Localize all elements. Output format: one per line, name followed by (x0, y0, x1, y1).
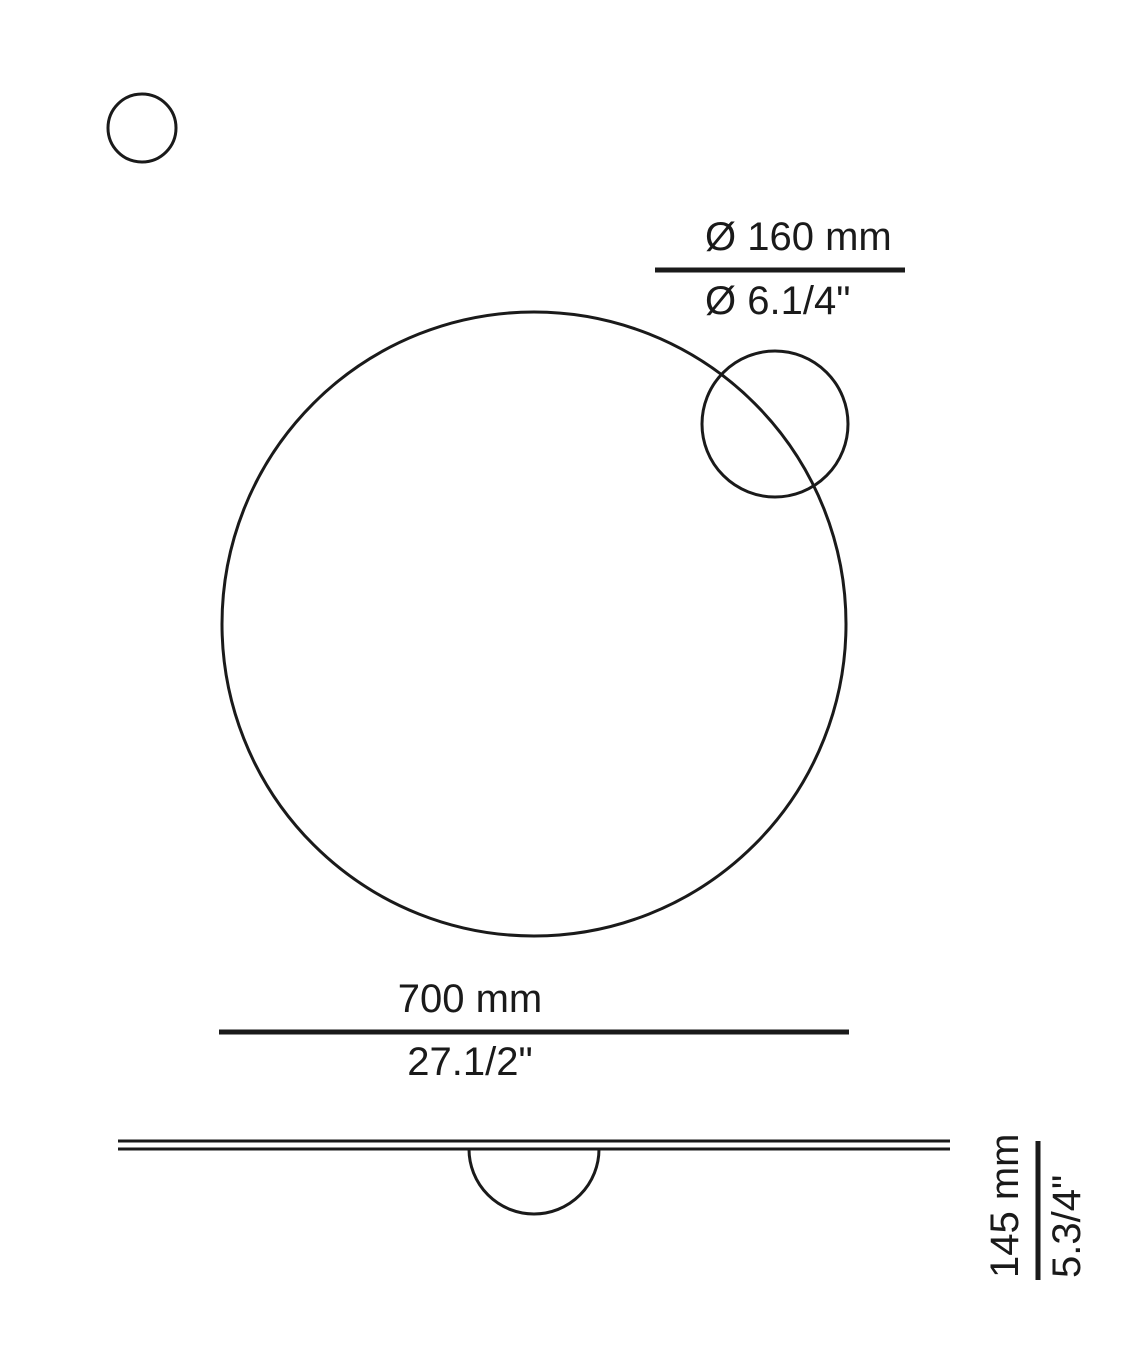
height-in: 5.3/4" (1045, 1175, 1089, 1278)
large-diameter-mm: 700 mm (398, 977, 543, 1021)
large-diameter-in: 27.1/2" (407, 1040, 532, 1084)
height-mm: 145 mm (983, 1134, 1027, 1279)
small-diameter-in: Ø 6.1/4" (705, 279, 850, 323)
technical-drawing: Ø 160 mm Ø 6.1/4" 700 mm 27.1/2" 145 mm 5.3/4… (0, 0, 1122, 1347)
small-diameter-mm: Ø 160 mm (705, 215, 892, 259)
